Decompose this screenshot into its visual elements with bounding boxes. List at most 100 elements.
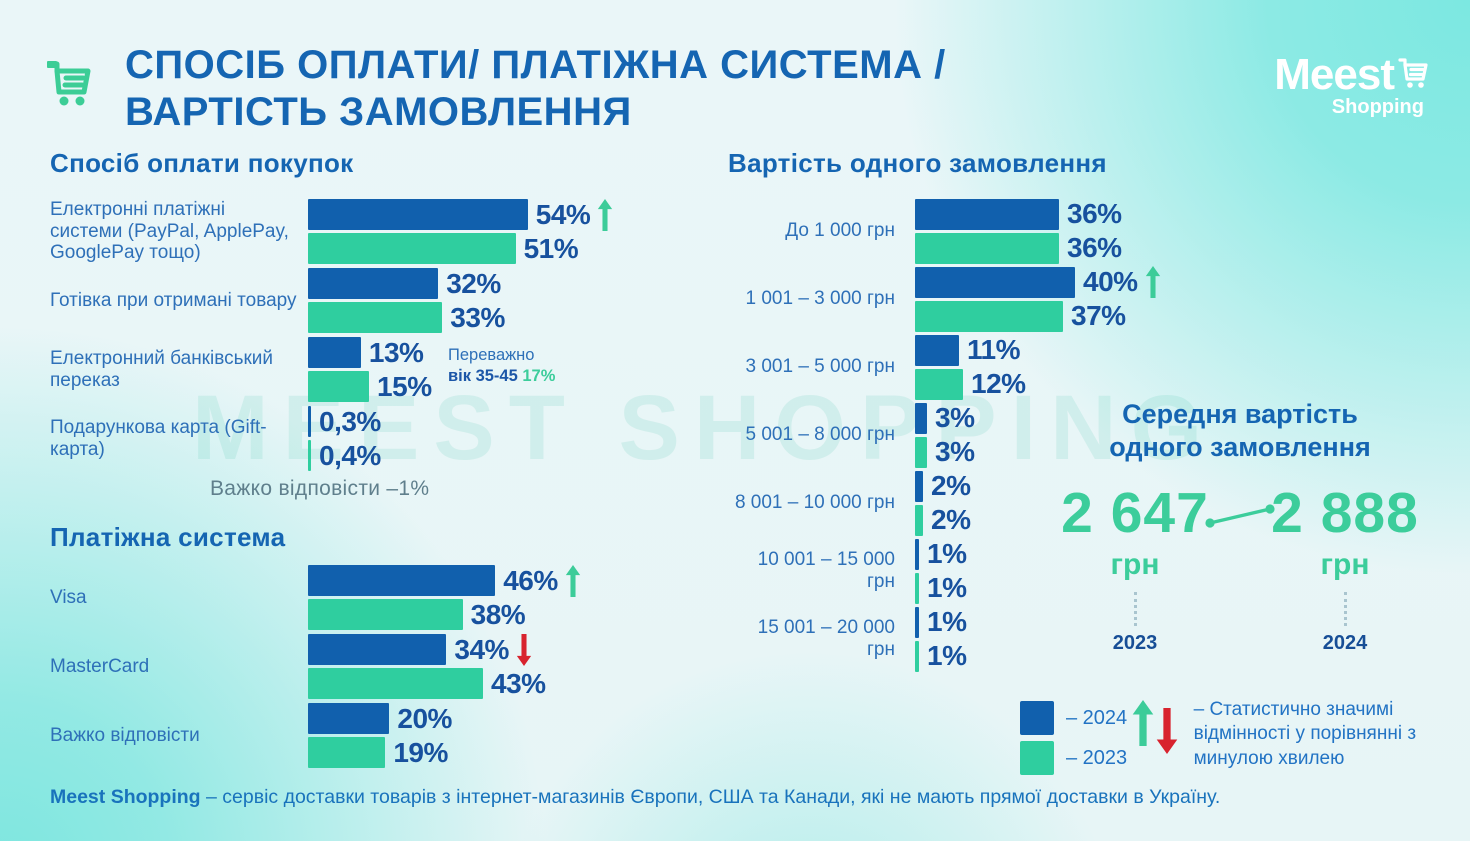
category-label: Електронний банківський переказ [50, 347, 274, 391]
bar-row: 15 001 – 20 000 грн 1% 1% [728, 605, 1348, 673]
bar-value: 3% [935, 402, 975, 433]
bar-value: 51% [523, 232, 579, 264]
bar-2024 [915, 606, 919, 638]
footer-text: – сервіс доставки товарів з інтернет-маг… [200, 786, 1221, 808]
bar-row: Важко відповісти 20% 19% [50, 701, 710, 770]
legend: – 2024 – 2023 – Статистично значимі відм… [1020, 698, 1450, 778]
bar-2023 [308, 737, 386, 768]
age-annotation-age: вік 35-45 [448, 367, 518, 386]
average-title-line1: Середня вартість [1122, 399, 1358, 429]
average-value-2023: 2 647 [1061, 480, 1209, 545]
bar-value: 12% [971, 368, 1026, 399]
bar-2023 [308, 302, 443, 333]
bar-2024 [915, 266, 1075, 298]
chart-payment-method-title: Спосіб оплати покупок [50, 148, 354, 178]
dotted-connector [1133, 591, 1137, 626]
bar-2023 [915, 436, 927, 468]
bar-value: 15% [377, 370, 432, 402]
bar-row: Visa 46% 38% [50, 563, 710, 632]
bar-2024 [308, 199, 528, 230]
bar-2023 [915, 368, 963, 400]
bar-row: 8 001 – 10 000 грн 2% 2% [728, 469, 1348, 537]
category-label: 8 001 – 10 000 грн [734, 492, 895, 514]
bar-row: Електронний банківський переказ 13% 15% [50, 335, 710, 404]
bar-2024 [308, 337, 361, 368]
bar-2023 [308, 440, 311, 471]
age-annotation-line1: Переважно [448, 346, 535, 364]
average-year-2024: 2024 [1322, 631, 1368, 654]
category-label: 15 001 – 20 000 грн [757, 617, 895, 660]
bar-value: 1% [927, 538, 967, 569]
bar-value: 36% [1067, 232, 1122, 263]
bar-2023 [915, 640, 919, 672]
bar-2023 [915, 232, 1059, 264]
legend-swatch-2024 [1020, 701, 1054, 735]
legend-label-2024: – 2024 [1066, 706, 1128, 729]
bar-value: 36% [1067, 198, 1122, 229]
meest-logo: Meest Shopping [1274, 50, 1430, 119]
bar-value: 1% [927, 606, 967, 637]
bar-value: 3% [935, 436, 975, 467]
bar-row: Подарункова карта (Gift-карта) 0,3% 0,4% [50, 404, 710, 473]
average-point-2024: 2 888 грн 2024 [1256, 480, 1434, 655]
bar-value: 20% [397, 702, 452, 734]
down-arrow-icon [1156, 708, 1178, 759]
logo-brand-text: Meest [1274, 50, 1395, 99]
bar-2023 [308, 668, 483, 699]
average-title: Середня вартість одного замовлення [1040, 398, 1440, 464]
category-label: 10 001 – 15 000 грн [757, 549, 895, 592]
bar-2024 [308, 565, 496, 596]
legend-swatch-2023 [1020, 741, 1054, 775]
bar-2024 [308, 634, 447, 665]
bar-2023 [308, 233, 516, 264]
bar-value: 33% [450, 301, 505, 333]
category-label: Visa [50, 586, 87, 608]
bar-2023 [915, 504, 923, 536]
bar-row: MasterCard 34% 43% [50, 632, 710, 701]
category-label: Подарункова карта (Gift-карта) [50, 416, 267, 460]
chart-payment-method: Спосіб оплати покупок Електронні платіжн… [50, 148, 710, 473]
legend-label-2023: – 2023 [1066, 746, 1128, 769]
legend-note: – Статистично значимі відмінності у порі… [1193, 699, 1417, 769]
bar-value: 13% [368, 336, 424, 368]
bar-value: 19% [393, 736, 448, 768]
bar-value: 0,4% [319, 439, 381, 471]
bar-2024 [915, 334, 959, 366]
up-arrow-icon [1132, 700, 1154, 751]
bar-value: 54% [535, 198, 591, 230]
legend-item-2023: – 2023 [1020, 738, 1130, 778]
chart-payment-system-rows: Visa 46% 38% MasterCard 34% 43% Важко відповіс… [50, 563, 710, 770]
bar-row: 10 001 – 15 000 грн 1% 1% [728, 537, 1348, 605]
average-title-line2: одного замовлення [1109, 431, 1371, 462]
chart-order-value-title: Вартість одного замовлення [728, 148, 1107, 178]
up-arrow-icon [564, 564, 582, 597]
category-label: Електронні платіжні системи (PayPal, App… [50, 198, 289, 264]
bar-value: 40% [1083, 266, 1138, 297]
age-annotation-value: 17% [522, 367, 556, 386]
trend-line-icon [1202, 502, 1278, 535]
chart-payment-system-title: Платіжна система [50, 522, 286, 552]
category-label: 3 001 – 5 000 грн [745, 356, 896, 378]
bar-value: 37% [1071, 300, 1126, 331]
average-value-2024: 2 888 [1271, 480, 1419, 545]
bar-2024 [915, 198, 1059, 230]
bar-2024 [308, 406, 311, 437]
average-unit-2024: грн [1320, 547, 1370, 581]
bar-value: 1% [927, 572, 967, 603]
bar-2024 [915, 402, 927, 434]
category-label: Важко відповісти [50, 724, 200, 746]
bar-value: 38% [470, 598, 526, 630]
category-label: До 1 000 грн [785, 220, 895, 242]
chart-order-value: Вартість одного замовлення До 1 000 грн 3… [728, 148, 1348, 673]
up-arrow-icon [596, 198, 614, 231]
shopping-cart-icon [42, 56, 96, 117]
bar-2023 [308, 599, 463, 630]
bar-value: 11% [967, 334, 1021, 365]
bar-2024 [915, 538, 919, 570]
up-arrow-icon [1144, 266, 1162, 298]
logo-sub-text: Shopping [1331, 96, 1424, 118]
bar-2024 [308, 703, 390, 734]
bar-2023 [308, 371, 370, 402]
average-unit-2023: грн [1110, 547, 1160, 581]
chart-order-value-rows: До 1 000 грн 36% 36% 1 001 – 3 000 грн 40% 37… [728, 197, 1348, 673]
